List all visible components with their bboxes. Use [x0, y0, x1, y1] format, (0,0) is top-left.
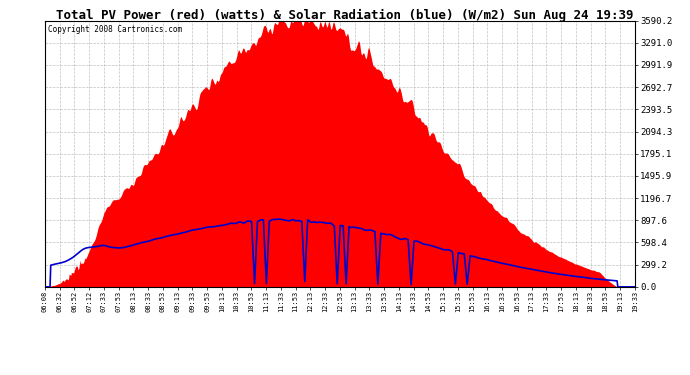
- Text: Total PV Power (red) (watts) & Solar Radiation (blue) (W/m2) Sun Aug 24 19:39: Total PV Power (red) (watts) & Solar Rad…: [57, 9, 633, 22]
- Text: Copyright 2008 Cartronics.com: Copyright 2008 Cartronics.com: [48, 25, 182, 34]
